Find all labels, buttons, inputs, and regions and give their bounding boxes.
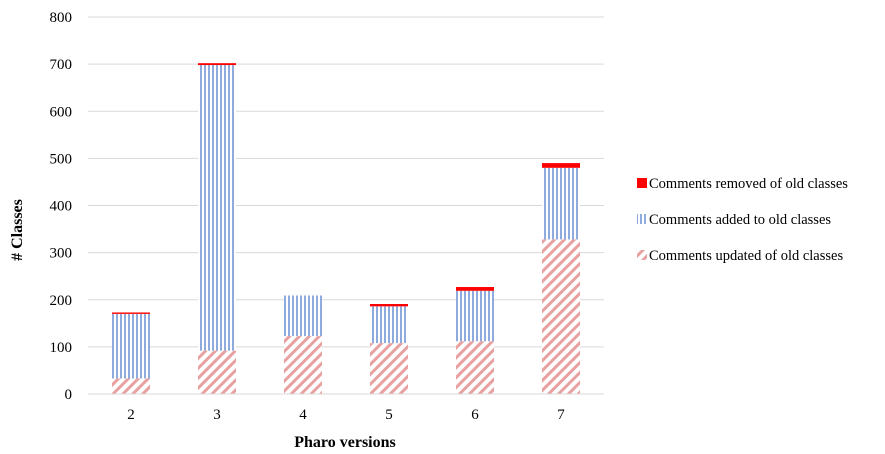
y-tick-label: 100 (50, 340, 73, 356)
y-axis-title: # Classes (9, 199, 26, 261)
legend-label: Comments added to old classes (649, 212, 831, 228)
bar-segment-3-2 (112, 312, 150, 314)
bar-segment-2-6 (456, 290, 494, 342)
y-tick-label: 700 (50, 57, 73, 73)
bar-segment-1-6 (456, 341, 494, 394)
x-tick-label: 5 (385, 407, 393, 423)
bar-segment-1-5 (370, 343, 408, 394)
x-axis-ticks: 2 3 4 5 6 7 (127, 407, 565, 423)
x-tick-label: 4 (299, 407, 307, 423)
legend-swatch (637, 250, 647, 260)
bar-segment-1-4 (284, 336, 322, 394)
bar-segment-3-5 (370, 303, 408, 307)
bar-segment-1-3 (198, 350, 236, 394)
bar-segment-2-2 (112, 313, 150, 379)
x-axis-title: Pharo versions (294, 434, 395, 451)
bar-segment-3-7 (542, 163, 580, 168)
y-tick-label: 200 (50, 293, 73, 309)
y-axis-ticks: 0 100 200 300 400 500 600 700 800 (50, 10, 73, 403)
legend-swatch (637, 214, 647, 224)
legend: Comments removed of old classes Comments … (637, 176, 848, 264)
bars (112, 63, 580, 394)
bar-segment-1-2 (112, 378, 150, 394)
gridlines (88, 16, 604, 348)
legend-label: Comments removed of old classes (649, 176, 848, 192)
x-tick-label: 2 (127, 407, 135, 423)
y-tick-label: 600 (50, 104, 73, 120)
y-tick-label: 500 (50, 151, 73, 167)
legend-swatch (637, 178, 647, 188)
y-tick-label: 400 (50, 199, 73, 215)
bar-segment-2-7 (542, 167, 580, 240)
bar-segment-3-6 (456, 287, 494, 291)
x-tick-label: 6 (471, 407, 479, 423)
x-tick-label: 3 (213, 407, 221, 423)
bar-segment-2-5 (370, 306, 408, 344)
bar-segment-2-3 (198, 65, 236, 351)
bar-segment-2-4 (284, 295, 322, 337)
x-tick-label: 7 (557, 407, 565, 423)
bar-segment-3-3 (198, 63, 236, 66)
y-tick-label: 800 (50, 10, 73, 26)
y-tick-label: 0 (65, 387, 73, 403)
y-tick-label: 300 (50, 246, 73, 262)
legend-label: Comments updated of old classes (649, 248, 843, 264)
bar-segment-1-7 (542, 239, 580, 394)
